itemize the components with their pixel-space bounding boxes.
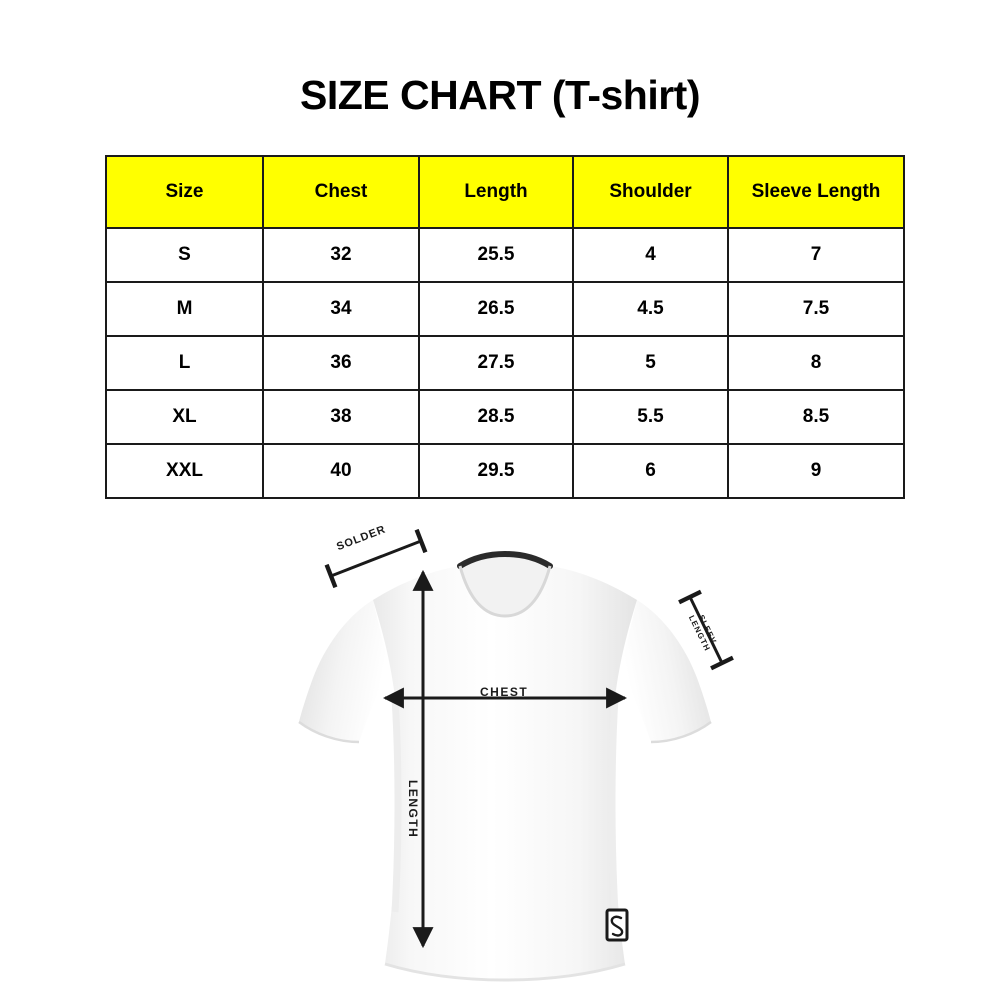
cell-length: 28.5: [418, 389, 574, 445]
shoulder-measure-line: [324, 528, 428, 589]
column-header-size: Size: [105, 155, 264, 229]
sleeve-measure-line: [678, 589, 734, 671]
size-chart-table: Size Chest Length Shoulder Sleeve Length…: [105, 155, 905, 499]
tshirt-measurement-diagram: SOLDER CHEST LENGTH SLEEV LENGTH: [255, 512, 755, 992]
chest-measure-label: CHEST: [480, 685, 529, 699]
length-measure-label: LENGTH: [406, 780, 420, 839]
cell-size: XL: [105, 389, 264, 445]
brand-tag-glyph-icon: [610, 915, 624, 937]
shirt-hem: [384, 962, 626, 982]
table-row: XXL 40 29.5 6 9: [105, 443, 905, 499]
cell-sleeve: 7.5: [727, 281, 905, 337]
body-shade-right: [608, 697, 619, 913]
table-row: S 32 25.5 4 7: [105, 227, 905, 283]
brand-tag: [605, 908, 629, 942]
cell-shoulder: 6: [572, 443, 729, 499]
cell-size: XXL: [105, 443, 264, 499]
cell-shoulder: 4.5: [572, 281, 729, 337]
cell-shoulder: 5.5: [572, 389, 729, 445]
cell-sleeve: 9: [727, 443, 905, 499]
cell-sleeve: 7: [727, 227, 905, 283]
table-row: XL 38 28.5 5.5 8.5: [105, 389, 905, 445]
tshirt-illustration: [298, 528, 734, 982]
cell-size: M: [105, 281, 264, 337]
cell-size: S: [105, 227, 264, 283]
column-header-sleeve: Sleeve Length: [727, 155, 905, 229]
cell-chest: 34: [262, 281, 420, 337]
column-header-chest: Chest: [262, 155, 420, 229]
cell-sleeve: 8: [727, 335, 905, 391]
table-header-row: Size Chest Length Shoulder Sleeve Length: [105, 155, 905, 229]
column-header-length: Length: [418, 155, 574, 229]
table-row: M 34 26.5 4.5 7.5: [105, 281, 905, 337]
shirt-body: [373, 566, 637, 980]
collar-band: [457, 550, 553, 569]
cell-length: 27.5: [418, 335, 574, 391]
cell-size: L: [105, 335, 264, 391]
cell-sleeve: 8.5: [727, 389, 905, 445]
cell-shoulder: 5: [572, 335, 729, 391]
cell-chest: 36: [262, 335, 420, 391]
right-cuff: [650, 720, 712, 744]
cell-shoulder: 4: [572, 227, 729, 283]
page-title: SIZE CHART (T-shirt): [300, 72, 700, 118]
body-shade-left: [391, 697, 402, 913]
cell-length: 25.5: [418, 227, 574, 283]
column-header-shoulder: Shoulder: [572, 155, 729, 229]
collar-rib: [458, 565, 552, 618]
shirt-silhouette: [298, 550, 712, 982]
right-sleeve: [621, 600, 711, 742]
left-sleeve: [299, 600, 389, 742]
cell-length: 26.5: [418, 281, 574, 337]
cell-chest: 38: [262, 389, 420, 445]
table-row: L 36 27.5 5 8: [105, 335, 905, 391]
cell-length: 29.5: [418, 443, 574, 499]
cell-chest: 40: [262, 443, 420, 499]
left-cuff: [298, 720, 360, 744]
cell-chest: 32: [262, 227, 420, 283]
